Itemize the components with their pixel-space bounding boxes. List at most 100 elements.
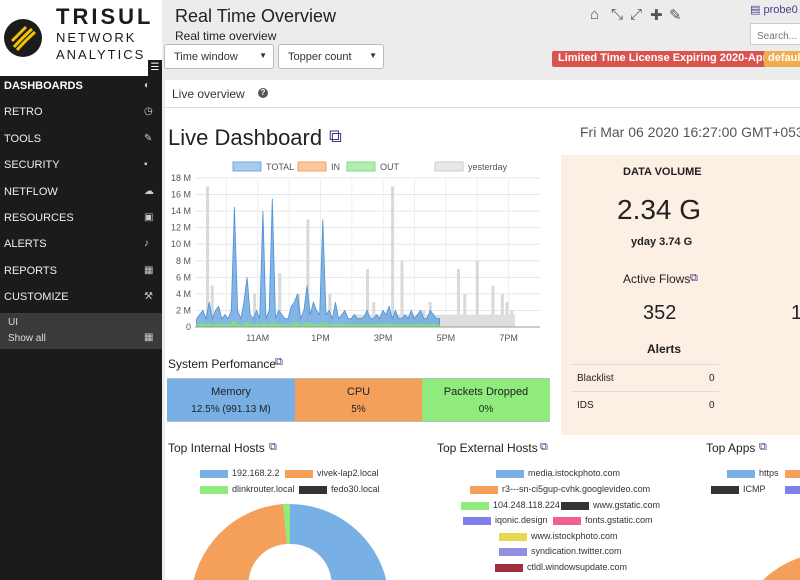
time-window-label: Time window [174,51,238,63]
alert-count: 0 [709,400,715,411]
alert-row-ids[interactable]: IDS 0 [571,391,719,417]
external-link-icon[interactable]: ⧉ [690,272,698,284]
legend-label: https [759,468,779,478]
packets-dropped-metric: Packets Dropped 0% [422,378,550,422]
legend-label: 192.168.2.2 [232,468,280,478]
license-badge: Limited Time License Expiring 2020-Apr-1… [552,51,789,67]
help-icon[interactable]: ? [258,88,268,98]
panel-title: Live overview [172,87,245,101]
yesterday-spike [456,269,460,327]
x-tick-label: 3PM [374,333,393,343]
pencil-icon[interactable]: ✎ [669,7,682,24]
sidebar-item-netflow[interactable]: NETFLOW ☁ [0,180,162,206]
bell-icon: ♪ [144,238,149,250]
sidebar-sub-show-all[interactable]: Show all [8,333,46,344]
alert-row-blacklist[interactable]: Blacklist 0 [571,364,719,390]
sidebar-submenu: UI Show all ▦ [0,313,162,349]
external-link-icon[interactable]: ⧉ [329,126,342,146]
legend-label: TOTAL [266,162,294,172]
grid-icon[interactable]: ▦ [144,332,154,343]
sidebar-item-label: DASHBOARDS [4,80,83,92]
home-icon[interactable]: ⌂ [590,6,600,23]
probe-selector[interactable]: ▤ probe0 [750,4,798,16]
sidebar-item-customize[interactable]: CUSTOMIZE ⚒ [0,285,162,311]
sidebar-item-label: RETRO [4,106,43,119]
legend-label: syndication.twitter.com [531,546,622,556]
wrench-icon: ✎ [144,132,153,144]
data-volume-title: DATA VOLUME [623,166,702,178]
metric-name: Memory [211,386,251,398]
legend-label: IN [331,162,340,172]
sidebar-item-label: SECURITY [4,159,60,172]
yesterday-spike [328,293,332,327]
topper-count-dropdown[interactable]: Topper count ▼ [278,44,384,69]
active-flows-label: Active Flows [623,272,691,286]
legend-label: ICMP [743,484,766,494]
external-link-icon[interactable]: ⧉ [269,441,277,453]
yesterday-spike [400,260,404,327]
donut-internal-orange-slice [193,504,287,580]
metric-name: Packets Dropped [443,386,529,398]
gavel-icon: ⚒ [144,291,153,303]
live-traffic-chart: TOTAL IN OUT yesterday 18 M 16 M 14 M 12 M 10 M 8… [171,161,540,343]
image-icon: ▣ [144,212,154,223]
expand-icon[interactable]: ⤢ [630,6,643,23]
sidebar-item-reports[interactable]: REPORTS ▦ [0,259,162,285]
top-hosts-donuts [193,503,800,580]
sidebar-item-resources[interactable]: RESOURCES ▣ [0,206,162,232]
external-link-icon[interactable]: ⧉ [759,441,767,453]
sidebar-item-alerts[interactable]: ALERTS ♪ [0,232,162,258]
y-tick-label: 14 M [171,206,191,216]
search-input[interactable] [750,23,800,45]
time-window-dropdown[interactable]: Time window ▼ [164,44,274,69]
donut-apps-orange-slice [762,557,800,580]
sidebar-item-dashboards[interactable]: DASHBOARDS ◐ [0,74,162,100]
y-tick-label: 2 M [176,305,191,315]
menu-toggle-icon[interactable]: ☰ [148,60,162,76]
plus-icon[interactable]: ✚ [650,7,663,24]
compress-icon[interactable]: ⤡ [611,6,624,23]
yesterday-spike [391,186,395,327]
lock-icon: ▪ [144,159,148,171]
trisul-logo[interactable]: TRISUL NETWORK ANALYTICS [0,0,162,76]
x-tick-label: 11AM [246,333,269,343]
legend-swatch [297,161,327,172]
sidebar: TRISUL NETWORK ANALYTICS ☰ DASHBOARDS ◐ RE… [0,0,162,580]
legend-label: 104.248.118.224 [493,500,560,510]
sidebar-item-label: TOOLS [4,132,42,145]
alert-name: IDS [577,400,594,411]
yesterday-spike [306,219,310,327]
live-overview-panel: Live overview ? Live Dashboard ⧉ Fri Mar… [165,80,800,580]
logo-subtitle-line1: NETWORK [56,30,137,45]
legend-label: media.istockphoto.com [528,468,621,478]
logo-mark-icon [4,19,42,57]
y-tick-label: 6 M [176,272,191,282]
legend-label: OUT [380,162,400,172]
y-tick-label: 12 M [171,223,191,233]
legend-label: r3---sn-ci5gup-cvhk.googlevideo.com [502,484,651,494]
sidebar-item-tools[interactable]: TOOLS ✎ [0,127,162,153]
yesterday-spike [366,269,369,327]
sidebar-sub-ui[interactable]: UI [8,317,18,328]
alert-count: 0 [709,373,715,384]
dashboard-title: Live Dashboard [168,125,323,150]
y-tick-label: 10 M [171,239,191,249]
alert-name: Blacklist [577,373,614,384]
external-link-icon[interactable]: ⧉ [275,356,283,368]
top-external-hosts-title: Top External Hosts [437,441,538,455]
alerts-label: Alerts [647,342,682,356]
active-flows-value: 352 [643,302,677,324]
sidebar-item-security[interactable]: SECURITY ▪ [0,153,162,179]
legend-label: iqonic.design [495,515,548,525]
sidebar-item-label: CUSTOMIZE [4,291,69,304]
sidebar-item-retro[interactable]: RETRO ◷ [0,100,162,126]
x-tick-label: 7PM [499,333,518,343]
yesterday-spike [500,293,504,327]
external-link-icon[interactable]: ⧉ [540,441,548,453]
logo-subtitle-line2: ANALYTICS [56,47,146,62]
cloud-icon: ☁ [144,185,154,197]
x-tick-label: 5PM [437,333,456,343]
sidebar-item-label: RESOURCES [4,212,74,224]
legend-label: www.istockphoto.com [531,531,618,541]
total-series-area [196,198,441,328]
